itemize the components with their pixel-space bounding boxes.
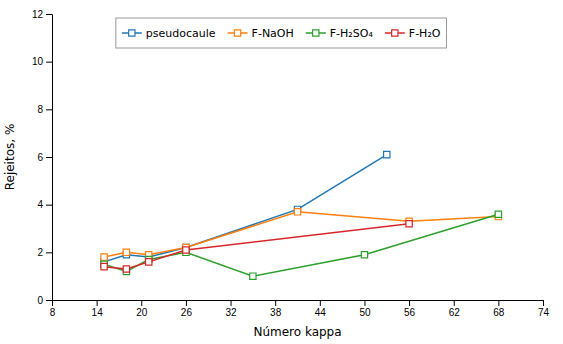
legend-frame: [116, 18, 447, 48]
y-axis-tick-mark: [46, 205, 52, 206]
point: [361, 252, 367, 258]
x-axis-tick: 20: [136, 300, 148, 318]
y-axis-tick-label: 2: [37, 247, 43, 258]
x-axis-tick: 14: [92, 300, 104, 318]
x-axis-tick: 8: [50, 300, 56, 318]
series-layer: [101, 151, 502, 279]
y-axis-tick-mark: [46, 300, 52, 301]
x-axis-tick-label: 68: [493, 307, 505, 318]
x-axis-line: [53, 301, 544, 307]
legend-label: pseudocaule: [146, 27, 216, 40]
y-axis-tick-label: 4: [37, 199, 43, 210]
x-axis-tick-label: 56: [404, 307, 416, 318]
y-axis-tick-label: 0: [37, 295, 43, 306]
y-axis-tick-mark: [46, 62, 52, 63]
y-axis-tick: 0: [37, 295, 52, 306]
y-axis-tick: 10: [32, 56, 52, 67]
y-axis-tick-mark: [46, 157, 52, 158]
series-line: [104, 212, 498, 257]
x-axis-tick-label: 20: [136, 307, 148, 318]
series: [101, 209, 502, 261]
point: [250, 273, 256, 279]
x-axis-tick: 26: [181, 300, 193, 318]
series-line: [104, 155, 387, 262]
legend-label: F-NaOH: [252, 27, 294, 40]
point: [183, 247, 189, 253]
x-axis-tick: 74: [538, 300, 550, 318]
y-axis-tick-mark: [46, 109, 52, 110]
point: [294, 209, 300, 215]
y-axis-tick-mark: [46, 14, 52, 15]
x-axis-tick-mark: [364, 300, 365, 306]
x-axis-tick-label: 62: [449, 307, 461, 318]
x-axis-tick-label: 8: [50, 307, 56, 318]
point: [406, 221, 412, 227]
x-axis-tick-mark: [454, 300, 455, 306]
x-axis-tick: 32: [225, 300, 237, 318]
x-axis-tick: 62: [449, 300, 461, 318]
y-axis-tick-label: 12: [32, 9, 44, 20]
y-axis-tick-mark: [46, 252, 52, 253]
series: [101, 211, 502, 279]
x-axis-tick-mark: [498, 300, 499, 306]
x-axis-tick-mark: [320, 300, 321, 306]
x-axis-tick-label: 32: [225, 307, 237, 318]
x-axis-tick: 50: [359, 300, 371, 318]
x-axis-tick-label: 74: [538, 307, 550, 318]
plot-area: 81420263238445056626874024681012pseudoca…: [32, 9, 550, 318]
x-axis-tick: 68: [493, 300, 505, 318]
y-axis-title: Rejeitos, %: [3, 124, 17, 191]
x-axis-tick-label: 38: [270, 307, 282, 318]
legend-item: F-H₂SO₄: [306, 27, 374, 40]
point: [495, 211, 501, 217]
legend-label: F-H₂O: [409, 27, 441, 40]
y-axis-line: [46, 15, 53, 301]
legend-swatch-marker: [129, 30, 135, 36]
x-axis-tick-mark: [186, 300, 187, 306]
x-axis-tick-label: 50: [359, 307, 371, 318]
legend: pseudocaule F-NaOH F-H₂SO₄ F-H₂O: [116, 18, 447, 48]
y-axis-tick: 8: [37, 104, 52, 115]
x-axis-tick-mark: [141, 300, 142, 306]
x-axis-tick-mark: [543, 300, 544, 306]
legend-item: F-NaOH: [228, 27, 294, 40]
x-axis-tick: 44: [315, 300, 327, 318]
series-line: [104, 224, 409, 269]
y-axis-tick-label: 10: [32, 56, 44, 67]
point: [123, 266, 129, 272]
point: [146, 259, 152, 265]
x-axis-tick-label: 26: [181, 307, 193, 318]
point: [101, 263, 107, 269]
legend-label: F-H₂SO₄: [330, 27, 374, 40]
x-axis-tick-mark: [409, 300, 410, 306]
legend-swatch-marker: [234, 30, 240, 36]
legend-item: F-H₂O: [385, 27, 441, 40]
y-axis-tick: 12: [32, 9, 52, 20]
y-axis-tick-label: 8: [37, 104, 43, 115]
series: [101, 221, 412, 273]
x-axis-tick: 56: [404, 300, 416, 318]
y-axis-tick: 4: [37, 199, 52, 210]
y-axis-tick: 6: [37, 152, 52, 163]
x-axis-tick: 38: [270, 300, 282, 318]
y-axis-tick: 2: [37, 247, 52, 258]
point: [123, 249, 129, 255]
x-axis: 8 14 20 26 32 38 44 50 56 62 68 74: [50, 300, 550, 318]
legend-swatch-marker: [392, 30, 398, 36]
series: [101, 151, 390, 265]
x-axis-tick-label: 14: [92, 307, 104, 318]
point: [101, 254, 107, 260]
x-axis-tick-mark: [231, 300, 232, 306]
series-line: [104, 214, 498, 276]
x-axis-tick-mark: [275, 300, 276, 306]
legend-swatch-marker: [313, 30, 319, 36]
legend-item: pseudocaule: [122, 27, 216, 40]
x-axis-title: Número kappa: [253, 325, 341, 339]
chart: 81420263238445056626874024681012pseudoca…: [0, 0, 563, 344]
y-axis: 0 2 4 6 8 10 12: [32, 9, 53, 306]
y-axis-tick-label: 6: [37, 152, 43, 163]
x-axis-tick-label: 44: [315, 307, 327, 318]
x-axis-tick-mark: [97, 300, 98, 306]
point: [384, 151, 390, 157]
